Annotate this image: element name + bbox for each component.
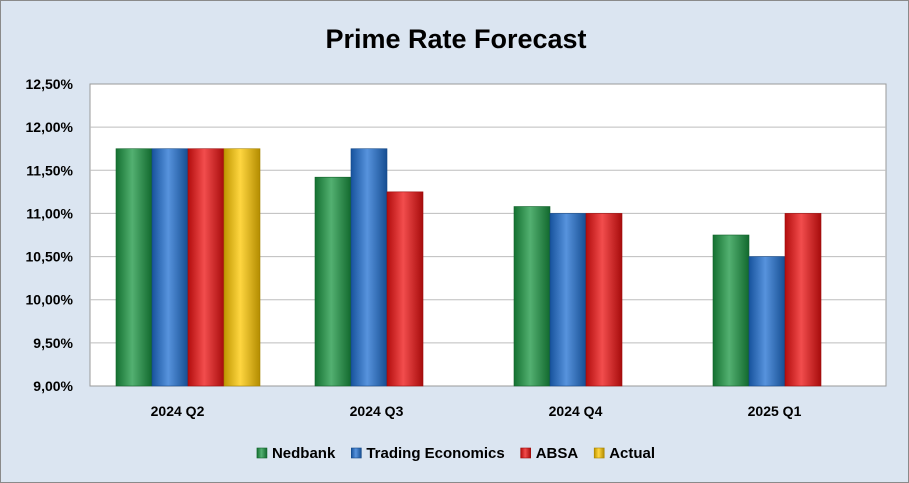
legend-label: ABSA xyxy=(536,445,579,462)
bar-trading-economics xyxy=(748,256,786,387)
y-tick-label: 9,50% xyxy=(33,335,73,351)
chart-title: Prime Rate Forecast xyxy=(325,24,586,54)
y-tick-label: 12,00% xyxy=(26,119,74,135)
x-tick-label: 2024 Q4 xyxy=(549,403,603,419)
legend-label: Nedbank xyxy=(272,445,336,462)
legend-item-actual: Actual xyxy=(593,445,655,462)
y-tick-label: 11,00% xyxy=(26,205,73,221)
y-tick-label: 10,50% xyxy=(26,249,74,265)
x-axis-ticks: 2024 Q2 2024 Q3 2024 Q4 2025 Q1 xyxy=(151,403,802,419)
legend-swatch xyxy=(520,447,531,459)
legend-item-absa: ABSA xyxy=(520,445,579,462)
bar-nedbank xyxy=(115,148,153,387)
y-tick-label: 11,50% xyxy=(26,162,73,178)
legend-swatch xyxy=(351,447,362,459)
legend-swatch xyxy=(593,447,605,459)
legend-label: Trading Economics xyxy=(366,445,504,462)
bars xyxy=(115,148,822,387)
y-tick-label: 10,00% xyxy=(26,292,74,308)
bar-nedbank xyxy=(513,206,551,387)
legend-item-trading-economics: Trading Economics xyxy=(351,445,505,462)
bar-absa xyxy=(784,213,822,387)
bar-actual xyxy=(223,148,261,387)
bar-trading-economics xyxy=(549,213,587,387)
legend-item-nedbank: Nedbank xyxy=(256,445,336,462)
x-tick-label: 2024 Q3 xyxy=(350,403,404,419)
x-tick-label: 2024 Q2 xyxy=(151,403,205,419)
legend: Nedbank Trading Economics ABSA Actual xyxy=(256,445,655,462)
bar-absa xyxy=(386,191,424,387)
y-tick-label: 12,50% xyxy=(26,76,74,92)
bar-absa xyxy=(585,213,623,387)
x-tick-label: 2025 Q1 xyxy=(748,403,802,419)
legend-swatch xyxy=(256,447,268,459)
y-tick-label: 9,00% xyxy=(33,378,73,394)
legend-label: Actual xyxy=(609,445,655,462)
bar-nedbank xyxy=(712,234,750,387)
bar-trading-economics xyxy=(151,148,189,387)
bar-trading-economics xyxy=(350,148,388,387)
bar-nedbank xyxy=(314,176,352,387)
y-axis-ticks: 9,00% 9,50% 10,00% 10,50% 11,00% 11,50% 12,00%… xyxy=(26,76,74,394)
bar-absa xyxy=(187,148,225,387)
